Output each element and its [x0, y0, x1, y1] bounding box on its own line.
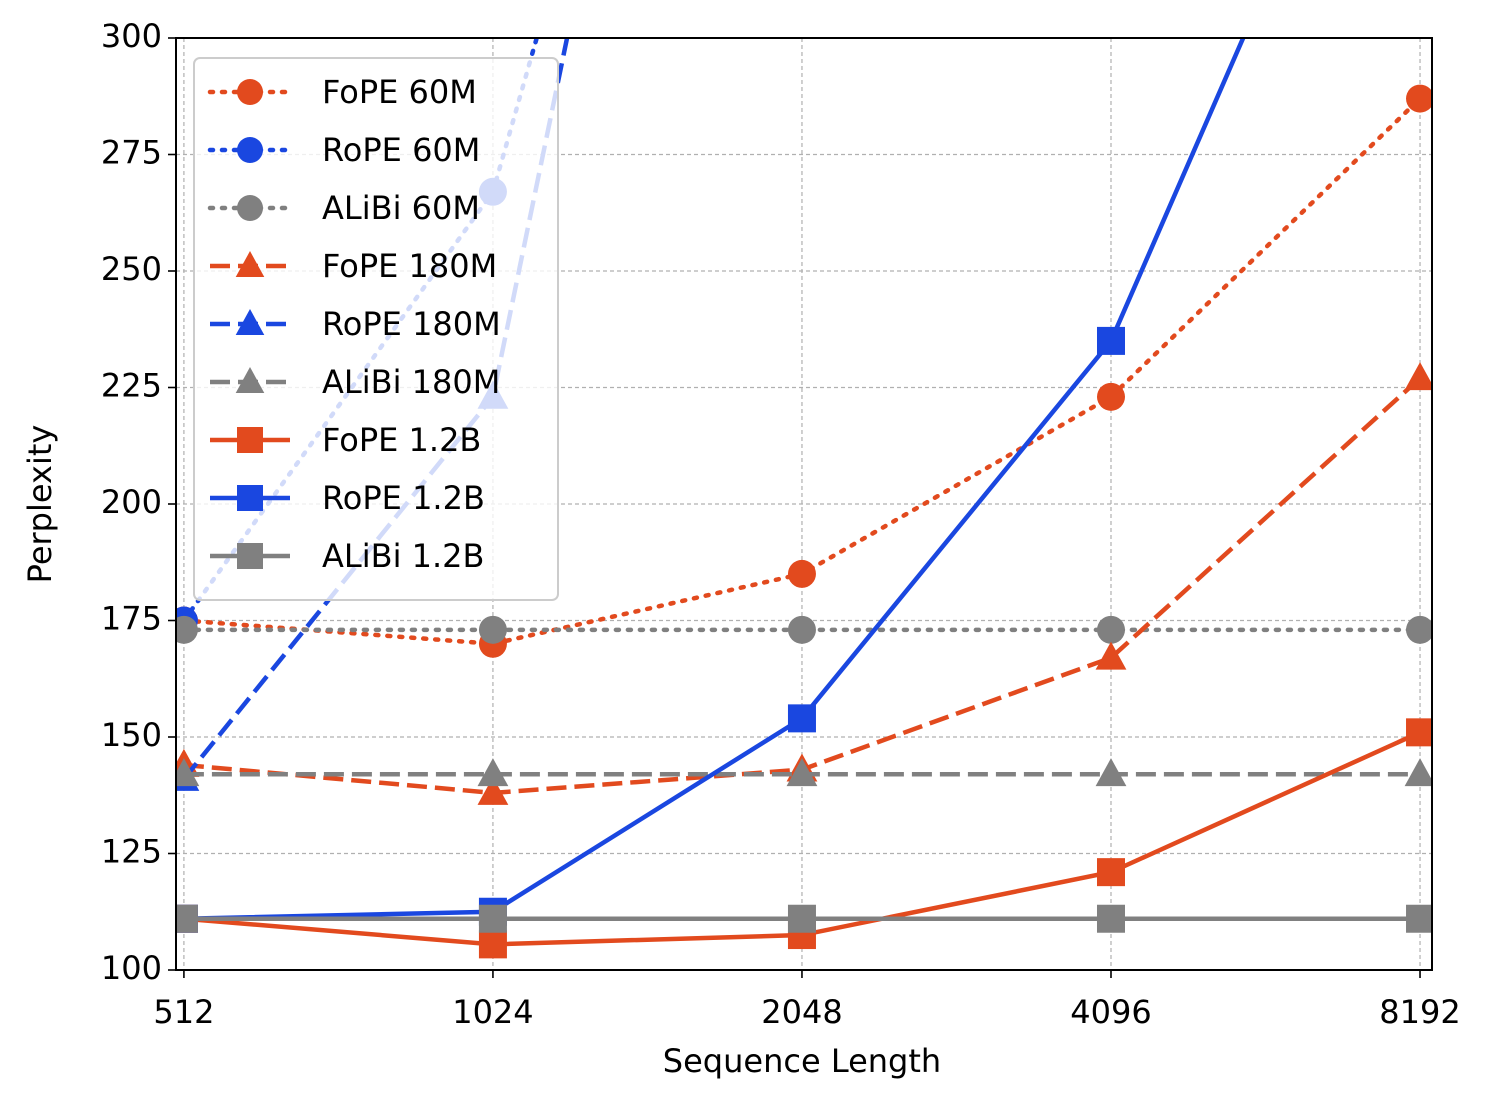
axes-frame [175, 37, 1433, 971]
legend-label: RoPE 60M [322, 131, 480, 169]
marker [787, 704, 816, 733]
marker [478, 930, 507, 959]
marker [176, 615, 198, 644]
legend-box [193, 57, 559, 601]
marker [235, 251, 265, 278]
legend-label: FoPE 60M [322, 73, 477, 111]
marker [787, 559, 816, 588]
marker [1096, 326, 1125, 355]
marker [235, 367, 265, 394]
marker [237, 485, 263, 511]
marker [237, 79, 263, 105]
y-tick-label: 275 [101, 134, 162, 172]
x-axis-label: Sequence Length [663, 1042, 941, 1080]
y-tick-label: 175 [101, 600, 162, 638]
legend-label: FoPE 1.2B [322, 421, 481, 459]
y-tick-label: 300 [101, 17, 162, 55]
x-tick-label: 4096 [1070, 993, 1151, 1031]
y-tick-label: 200 [101, 483, 162, 521]
plot-area [176, 38, 1432, 959]
marker [237, 195, 263, 221]
marker [478, 904, 507, 933]
marker [237, 543, 263, 569]
legend-label: ALiBi 180M [322, 363, 500, 401]
x-tick-label: 1024 [452, 993, 533, 1031]
marker [176, 904, 198, 933]
marker [1096, 858, 1125, 887]
x-tick-label: 2048 [761, 993, 842, 1031]
marker [1404, 758, 1432, 787]
x-tick-label: 8192 [1379, 993, 1460, 1031]
marker [1406, 718, 1432, 747]
y-tick-label: 150 [101, 716, 162, 754]
marker [1096, 615, 1125, 644]
marker [176, 758, 200, 787]
marker [1096, 382, 1125, 411]
legend-label: FoPE 180M [322, 247, 497, 285]
marker [1404, 362, 1432, 391]
y-tick-label: 100 [101, 949, 162, 987]
legend-label: ALiBi 60M [322, 189, 480, 227]
marker [786, 758, 818, 787]
legend-label: ALiBi 1.2B [322, 537, 484, 575]
y-axis-label: Perplexity [21, 425, 59, 584]
marker [1095, 758, 1127, 787]
marker [478, 615, 507, 644]
y-tick-label: 250 [101, 250, 162, 288]
marker [787, 904, 816, 933]
marker [237, 427, 263, 453]
marker [235, 309, 265, 336]
marker [1095, 641, 1127, 670]
marker [237, 137, 263, 163]
marker [477, 758, 509, 787]
marker [1406, 84, 1432, 113]
marker [1406, 904, 1432, 933]
marker [1406, 615, 1432, 644]
x-tick-label: 512 [153, 993, 214, 1031]
marker [787, 615, 816, 644]
marker [477, 776, 509, 805]
marker [1096, 904, 1125, 933]
legend-label: RoPE 180M [322, 305, 501, 343]
legend-label: RoPE 1.2B [322, 479, 485, 517]
y-tick-label: 225 [101, 367, 162, 405]
legend: FoPE 60M RoPE 60M ALiBi 60M FoPE 180M RoPE 1… [193, 57, 559, 601]
y-tick-label: 125 [101, 833, 162, 871]
